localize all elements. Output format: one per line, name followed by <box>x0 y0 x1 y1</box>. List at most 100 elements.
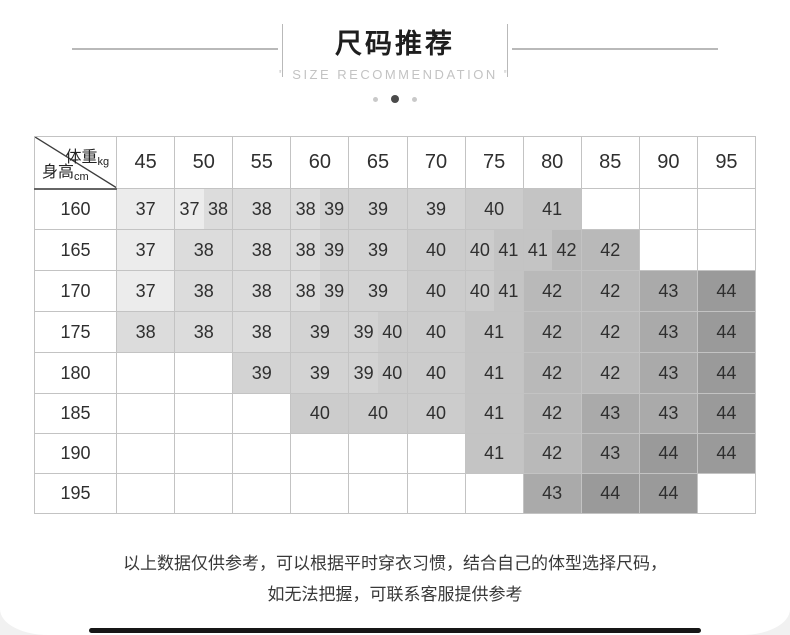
size-cell: 42 <box>580 352 640 394</box>
size-cell: 38 <box>116 311 176 353</box>
size-cell: 42 <box>522 433 582 474</box>
size-cell-empty <box>116 473 176 514</box>
home-indicator-bar[interactable] <box>89 628 701 633</box>
size-cell: 42 <box>522 270 582 312</box>
weight-header: 65 <box>348 136 408 189</box>
size-cell-split: 40 41 <box>464 229 524 271</box>
grid-row: 180 39 39 39 40 40 41 42 42 43 44 <box>33 352 757 394</box>
size-cell: 39 <box>232 352 292 394</box>
carousel-dots <box>0 95 790 103</box>
weight-header: 55 <box>232 136 292 189</box>
grid-row: 165 37 38 38 38 39 39 40 40 41 41 42 42 <box>33 229 757 271</box>
size-cell: 39 <box>290 352 350 394</box>
size-cell-empty <box>174 393 234 434</box>
disclaimer-note: 以上数据仅供参考，可以根据平时穿衣习惯，结合自己的体型选择尺码， 如无法把握，可… <box>0 548 790 610</box>
size-cell: 40 <box>464 188 524 230</box>
height-header: 170 <box>33 270 118 312</box>
size-cell-split: 38 39 <box>290 229 350 271</box>
height-axis-label: 身高cm <box>42 163 89 183</box>
size-cell-empty <box>406 473 466 514</box>
carousel-dot[interactable] <box>412 96 417 102</box>
size-cell-split: 40 41 <box>464 270 524 312</box>
size-cell: 38 <box>174 270 234 312</box>
weight-header: 90 <box>638 136 698 189</box>
size-cell-empty <box>580 188 640 230</box>
size-cell: 44 <box>696 270 757 312</box>
size-cell-empty <box>348 433 408 474</box>
decorative-line-left <box>72 48 278 50</box>
size-cell-empty <box>116 352 176 394</box>
size-cell: 43 <box>580 393 640 434</box>
size-cell: 41 <box>522 188 582 230</box>
size-cell: 41 <box>464 352 524 394</box>
size-cell-empty <box>638 188 698 230</box>
size-cell: 39 <box>348 229 408 271</box>
section-header: 尺码推荐 " SIZE RECOMMENDATION " <box>0 0 790 112</box>
size-cell-split: 38 39 <box>290 270 350 312</box>
size-cell-empty <box>348 473 408 514</box>
size-cell: 39 <box>348 188 408 230</box>
carousel-dot[interactable] <box>373 96 378 102</box>
size-cell-empty <box>696 473 757 514</box>
diagonal-divider <box>35 137 116 187</box>
size-cell-empty <box>696 188 757 230</box>
size-cell-empty <box>638 229 698 271</box>
size-cell: 43 <box>522 473 582 514</box>
size-cell-empty <box>696 229 757 271</box>
height-header: 165 <box>33 229 118 271</box>
size-cell: 38 <box>232 311 292 353</box>
size-cell: 42 <box>580 311 640 353</box>
size-cell: 44 <box>696 393 757 434</box>
size-cell: 44 <box>638 473 698 514</box>
grid-row: 160 37 37 38 38 38 39 39 39 40 41 <box>33 188 757 230</box>
page-title: 尺码推荐 <box>335 29 455 59</box>
weight-header: 45 <box>116 136 176 189</box>
height-header: 185 <box>33 393 118 434</box>
size-cell: 44 <box>696 352 757 394</box>
decorative-tick-right <box>507 24 508 77</box>
size-table: 体重kg 身高cm 45 50 55 60 65 70 75 80 85 90 95 160 37 37 38 3… <box>0 136 790 514</box>
disclaimer-line-2: 如无法把握，可联系客服提供参考 <box>267 585 523 604</box>
weight-header: 75 <box>464 136 524 189</box>
size-cell: 39 <box>290 311 350 353</box>
weight-header: 80 <box>522 136 582 189</box>
disclaimer-line-1: 以上数据仅供参考，可以根据平时穿衣习惯，结合自己的体型选择尺码， <box>123 554 667 573</box>
size-cell: 40 <box>290 393 350 434</box>
size-cell-split: 39 40 <box>348 352 408 394</box>
weight-header: 50 <box>174 136 234 189</box>
size-cell: 37 <box>116 229 176 271</box>
size-cell: 37 <box>116 270 176 312</box>
size-cell: 43 <box>638 352 698 394</box>
weight-header: 85 <box>580 136 640 189</box>
size-cell: 42 <box>522 352 582 394</box>
size-cell: 38 <box>232 229 292 271</box>
size-cell: 44 <box>696 311 757 353</box>
size-cell: 39 <box>406 188 466 230</box>
decorative-tick-left <box>282 24 283 77</box>
size-cell-empty <box>174 433 234 474</box>
size-cell-split: 38 39 <box>290 188 350 230</box>
size-cell: 37 <box>116 188 176 230</box>
size-cell-empty <box>174 473 234 514</box>
size-cell: 42 <box>522 393 582 434</box>
carousel-dot[interactable] <box>391 95 399 103</box>
size-cell: 38 <box>232 188 292 230</box>
size-cell-empty <box>232 433 292 474</box>
decorative-line-right <box>512 48 718 50</box>
size-cell: 42 <box>580 270 640 312</box>
height-header: 195 <box>33 473 118 514</box>
size-cell-split: 39 40 <box>348 311 408 353</box>
size-cell: 39 <box>348 270 408 312</box>
size-cell-empty <box>464 473 524 514</box>
size-cell: 43 <box>638 311 698 353</box>
height-header: 180 <box>33 352 118 394</box>
size-cell: 40 <box>406 229 466 271</box>
grid-row: 175 38 38 38 39 39 40 40 41 42 42 43 44 <box>33 311 757 353</box>
size-cell: 40 <box>406 270 466 312</box>
size-cell: 41 <box>464 393 524 434</box>
size-cell-split: 37 38 <box>174 188 234 230</box>
size-cell: 40 <box>406 311 466 353</box>
weight-axis-label: 体重kg <box>65 149 110 168</box>
weight-header: 95 <box>696 136 757 189</box>
size-cell: 38 <box>232 270 292 312</box>
